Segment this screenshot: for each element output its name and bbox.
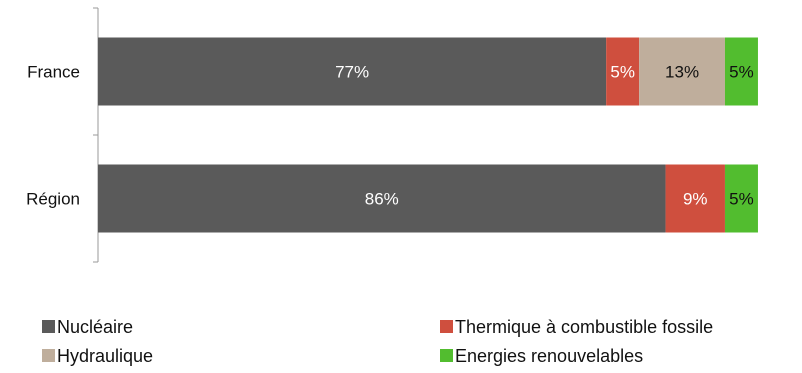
bar-segment (606, 37, 640, 106)
bar-segment (98, 37, 607, 106)
bar-segment (724, 37, 758, 106)
data-label: 77% (335, 63, 369, 82)
bar-segment (98, 164, 666, 233)
data-label: 9% (683, 190, 708, 209)
bars: 77% 5% 13% 5% 86% 9% 5% (98, 37, 758, 233)
legend-label: Hydraulique (57, 346, 153, 366)
category-labels: France Région (26, 63, 80, 209)
data-label: 86% (365, 190, 399, 209)
data-label: 13% (665, 63, 699, 82)
category-axis (93, 7, 99, 263)
data-label: 5% (610, 63, 635, 82)
category-label-0: France (27, 63, 80, 82)
legend-swatch (440, 349, 453, 362)
legend-swatch (42, 349, 55, 362)
data-label: 5% (729, 63, 754, 82)
legend-label: Thermique à combustible fossile (455, 317, 713, 337)
legend-label: Energies renouvelables (455, 346, 643, 366)
bar-segment (639, 37, 725, 106)
legend-swatch (42, 320, 55, 333)
bar-segment (724, 164, 758, 233)
category-label-1: Région (26, 190, 80, 209)
legend-swatch (440, 320, 453, 333)
legend-label: Nucléaire (57, 317, 133, 337)
bar-segment (665, 164, 725, 233)
data-label: 5% (729, 190, 754, 209)
legend: Nucléaire Thermique à combustible fossile… (42, 317, 713, 366)
